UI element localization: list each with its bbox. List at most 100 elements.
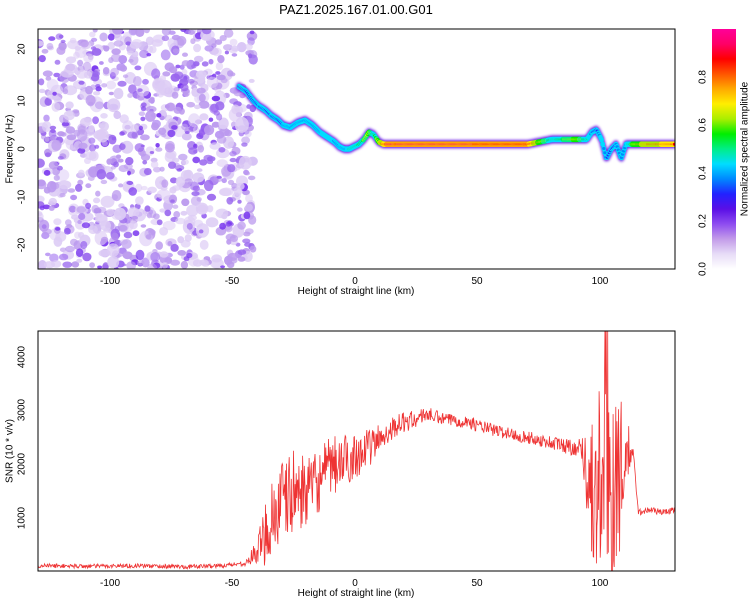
noise-blob <box>134 143 145 152</box>
noise-blob <box>229 157 237 163</box>
noise-blob <box>143 168 152 176</box>
noise-blob <box>62 88 69 95</box>
noise-blob <box>59 192 66 198</box>
noise-blob <box>191 64 197 69</box>
noise-blob <box>186 223 193 230</box>
snr-frame <box>37 330 676 572</box>
noise-blob <box>142 78 149 85</box>
noise-blob <box>111 232 119 241</box>
noise-blob <box>100 195 115 208</box>
noise-blob <box>43 169 51 176</box>
noise-blob <box>183 92 189 97</box>
noise-blob <box>214 39 223 45</box>
noise-blob <box>198 100 210 109</box>
noise-blob <box>181 123 189 131</box>
spectrogram-panel: -100 -50 0 50 100 Height of straight lin… <box>5 28 676 297</box>
noise-blob <box>223 44 233 51</box>
noise-blob <box>134 65 142 71</box>
noise-blob <box>65 56 77 64</box>
noise-blob <box>155 147 163 152</box>
noise-blob <box>105 172 115 180</box>
noise-blob <box>178 153 188 161</box>
noise-blob <box>205 217 219 228</box>
x-tick-label: 100 <box>592 276 609 287</box>
noise-blob <box>206 205 214 213</box>
noise-blob <box>198 229 204 234</box>
noise-blob <box>149 45 157 54</box>
noise-blob <box>146 105 157 113</box>
noise-blob <box>141 257 150 268</box>
noise-blob <box>108 57 114 64</box>
noise-blob <box>159 251 169 258</box>
noise-blob <box>110 67 119 77</box>
noise-blob <box>102 67 110 75</box>
noise-blob <box>99 121 109 131</box>
noise-blob <box>245 43 253 51</box>
snr-panel: -100 -50 0 50 100 Height of straight lin… <box>5 330 676 599</box>
noise-blob <box>48 129 57 139</box>
noise-blob <box>100 179 108 185</box>
noise-blob <box>209 142 221 150</box>
noise-blob <box>206 76 219 89</box>
noise-blob <box>244 130 252 138</box>
noise-blob <box>61 122 70 127</box>
noise-blob <box>58 41 67 51</box>
noise-blob <box>89 31 96 38</box>
noise-blob <box>71 261 80 268</box>
noise-blob <box>59 247 67 253</box>
noise-blob <box>175 176 186 187</box>
colorbar-tick-label: 0.0 <box>698 262 709 276</box>
noise-blob <box>152 34 165 43</box>
snr-y-axis: 1000 2000 3000 4000 <box>17 345 28 529</box>
noise-blob <box>118 224 128 232</box>
noise-blob <box>234 116 249 133</box>
noise-blob <box>45 76 52 81</box>
noise-blob <box>129 41 141 49</box>
noise-blob <box>53 218 62 226</box>
noise-blob <box>76 258 83 263</box>
noise-blob <box>38 78 45 86</box>
noise-blob <box>38 158 45 168</box>
noise-blob <box>123 231 133 239</box>
noise-blob <box>38 195 45 203</box>
noise-blob <box>171 91 179 99</box>
noise-blob <box>181 69 188 75</box>
noise-blob <box>171 34 181 41</box>
noise-blob <box>208 58 214 65</box>
noise-blob <box>127 170 131 176</box>
noise-blob <box>57 180 72 190</box>
noise-blob <box>38 212 44 221</box>
noise-blob <box>49 125 57 130</box>
noise-blob <box>243 211 251 220</box>
noise-blob <box>85 202 92 209</box>
spectrogram-noise <box>38 29 258 269</box>
spectrogram-frame <box>37 28 676 270</box>
noise-blob <box>237 221 246 230</box>
noise-blob <box>60 39 66 43</box>
noise-blob <box>231 45 240 52</box>
noise-blob <box>78 80 85 85</box>
noise-blob <box>146 53 152 57</box>
noise-blob <box>43 114 50 122</box>
x-tick-label: 100 <box>592 578 609 589</box>
noise-blob <box>43 261 56 269</box>
noise-blob <box>209 103 219 114</box>
noise-blob <box>192 172 205 183</box>
noise-blob <box>166 102 175 112</box>
noise-blob <box>145 110 156 122</box>
noise-blob <box>44 152 52 158</box>
y-tick-label: -10 <box>17 189 28 204</box>
colorbar-title: Normalized spectral amplitude <box>740 81 750 216</box>
noise-blob <box>146 212 152 219</box>
noise-blob <box>139 49 149 59</box>
noise-blob <box>65 245 75 253</box>
y-tick-label: 0 <box>17 146 28 152</box>
noise-blob <box>119 65 128 72</box>
noise-blob <box>137 88 143 92</box>
noise-blob <box>97 265 102 269</box>
noise-blob <box>158 127 167 135</box>
noise-blob <box>41 224 47 229</box>
noise-blob <box>179 64 185 70</box>
noise-blob <box>130 124 139 133</box>
noise-blob <box>241 136 251 145</box>
